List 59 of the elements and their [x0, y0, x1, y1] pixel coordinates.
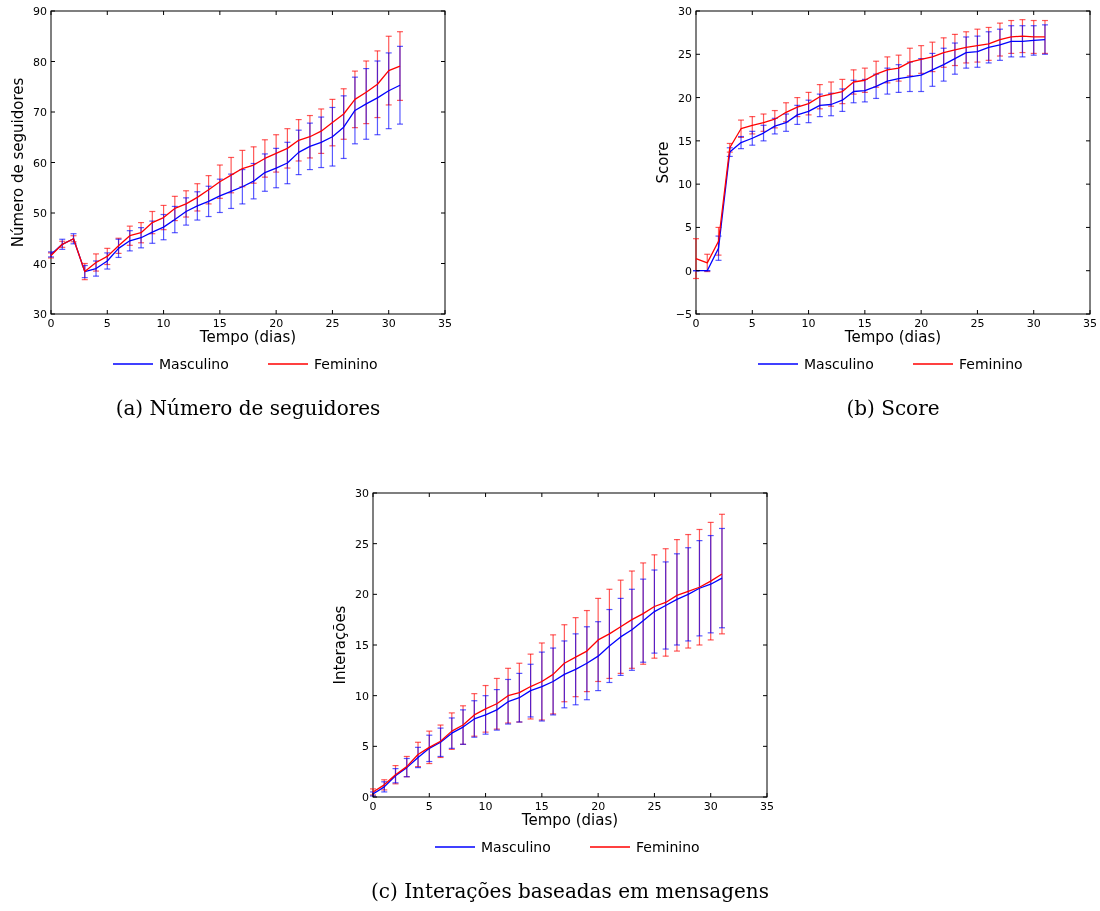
- x-axis-title: Tempo (dias): [198, 328, 297, 346]
- y-tick-label: −5: [675, 308, 692, 321]
- legend-label: Feminino: [959, 356, 1023, 372]
- x-tick-label: 25: [325, 317, 340, 330]
- legend-label: Feminino: [636, 839, 700, 855]
- x-tick-label: 35: [760, 800, 774, 813]
- x-tick-label: 15: [534, 800, 549, 813]
- y-axis-title: Score: [654, 141, 672, 184]
- y-tick-label: 25: [355, 537, 369, 551]
- x-tick-label: 10: [801, 317, 816, 330]
- y-tick-label: 40: [33, 257, 47, 271]
- legend-label: Masculino: [804, 356, 874, 372]
- y-tick-label: 60: [33, 156, 47, 170]
- legend-label: Masculino: [481, 839, 551, 855]
- x-tick-label: 30: [1026, 317, 1041, 330]
- y-tick-label: 5: [362, 740, 369, 754]
- x-axis-title: Tempo (dias): [843, 328, 942, 346]
- y-tick-label: 30: [678, 5, 692, 18]
- y-tick-label: 30: [355, 487, 369, 500]
- x-tick-label: 15: [857, 317, 872, 330]
- text: (c) Interações baseadas em mensagens: [371, 879, 769, 903]
- x-tick-label: 30: [381, 317, 396, 330]
- y-tick-label: 90: [33, 5, 47, 18]
- x-tick-label: 25: [970, 317, 985, 330]
- y-axis-title: Número de seguidores: [9, 77, 27, 248]
- y-tick-label: 30: [33, 308, 47, 321]
- x-tick-label: 10: [478, 800, 493, 813]
- x-tick-label: 30: [703, 800, 718, 813]
- y-tick-label: 70: [33, 106, 47, 119]
- y-tick-label: 25: [678, 48, 692, 62]
- x-tick-label: 20: [914, 317, 929, 330]
- y-tick-label: 15: [355, 639, 369, 652]
- x-tick-label: 5: [748, 317, 756, 330]
- x-tick-label: 20: [591, 800, 606, 813]
- text: (b) Score: [846, 396, 940, 420]
- x-tick-label: 10: [156, 317, 171, 330]
- y-tick-label: 0: [685, 264, 692, 278]
- y-axis-title: Interações: [331, 605, 349, 685]
- x-tick-label: 35: [1083, 317, 1097, 330]
- x-tick-label: 15: [212, 317, 227, 330]
- y-tick-label: 5: [685, 221, 692, 235]
- y-tick-label: 10: [678, 178, 692, 192]
- y-tick-label: 20: [355, 588, 369, 602]
- x-tick-label: 0: [47, 317, 55, 330]
- y-tick-label: 80: [33, 55, 47, 69]
- y-tick-label: 20: [678, 91, 692, 105]
- x-tick-label: 35: [438, 317, 452, 330]
- legend-label: Feminino: [314, 356, 378, 372]
- x-tick-label: 5: [103, 317, 111, 330]
- y-tick-label: 10: [355, 689, 369, 703]
- x-axis-title: Tempo (dias): [520, 811, 619, 829]
- x-tick-label: 20: [269, 317, 284, 330]
- y-tick-label: 15: [678, 134, 692, 148]
- y-tick-label: 0: [362, 791, 369, 804]
- legend-label: Masculino: [159, 356, 229, 372]
- text: (a) Número de seguidores: [115, 396, 381, 420]
- x-tick-label: 5: [425, 800, 433, 813]
- x-tick-label: 25: [647, 800, 662, 813]
- y-tick-label: 50: [33, 207, 47, 220]
